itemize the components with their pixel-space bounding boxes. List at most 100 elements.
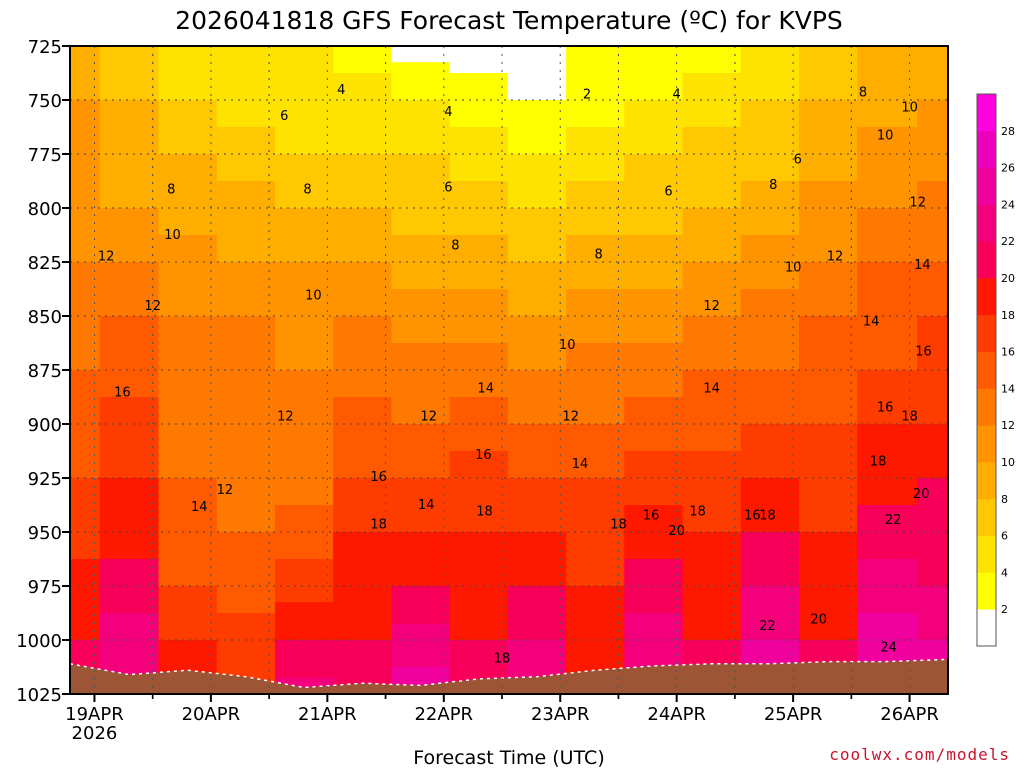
temperature-cell (566, 78, 625, 85)
temperature-cell (682, 499, 742, 506)
temperature-cell (216, 661, 276, 668)
colorbar-label: 12 (1001, 419, 1015, 432)
temperature-cell (158, 375, 218, 382)
temperature-cell (798, 440, 858, 447)
temperature-cell (70, 559, 101, 565)
temperature-cell (682, 656, 742, 663)
temperature-cell (682, 407, 742, 414)
temperature-cell (391, 424, 451, 430)
temperature-cell (158, 596, 218, 603)
temperature-cell (391, 305, 451, 312)
temperature-cell (798, 580, 858, 587)
temperature-cell (857, 634, 918, 641)
temperature-cell (216, 278, 276, 285)
temperature-cell (682, 78, 742, 85)
temperature-cell (624, 294, 684, 301)
temperature-cell (917, 607, 949, 614)
temperature-cell (857, 121, 918, 128)
colorbar-label: 16 (1001, 346, 1015, 359)
temperature-cell (682, 110, 742, 117)
temperature-cell (917, 467, 949, 474)
x-tick-label: 22APR (414, 704, 473, 725)
temperature-cell (682, 505, 742, 511)
temperature-cell (158, 316, 218, 322)
temperature-cell (740, 440, 800, 447)
temperature-cell (682, 326, 742, 333)
y-tick-label: 775 (28, 145, 62, 166)
temperature-cell (740, 429, 800, 436)
temperature-cell (857, 83, 918, 90)
temperature-cell (917, 229, 949, 236)
temperature-cell (391, 278, 451, 285)
temperature-cell (333, 575, 392, 582)
temperature-cell (158, 251, 218, 258)
temperature-cell (798, 154, 858, 160)
temperature-cell (333, 191, 392, 198)
temperature-cell (740, 343, 800, 349)
temperature-cell (857, 596, 918, 603)
temperature-cell (216, 224, 276, 231)
temperature-cell (216, 488, 276, 495)
temperature-cell (449, 191, 509, 198)
temperature-cell (70, 181, 101, 187)
temperature-cell (216, 596, 276, 603)
temperature-cell (274, 256, 334, 263)
temperature-cell (333, 348, 392, 355)
temperature-cell (566, 62, 625, 69)
temperature-cell (391, 413, 451, 420)
temperature-cell (507, 213, 567, 220)
temperature-cell (566, 413, 625, 420)
temperature-cell (274, 164, 334, 171)
temperature-cell (624, 56, 684, 63)
temperature-cell (274, 353, 334, 360)
temperature-cell (682, 483, 742, 490)
temperature-cell (333, 310, 392, 317)
temperature-cell (857, 359, 918, 366)
temperature-cell (158, 532, 218, 538)
temperature-cell (507, 46, 567, 52)
temperature-cell (274, 56, 334, 63)
temperature-cell (566, 310, 625, 317)
temperature-cell (274, 202, 334, 209)
temperature-cell (682, 267, 742, 274)
temperature-cell (507, 208, 567, 214)
temperature-cell (857, 526, 918, 533)
colorbar-label: 20 (1001, 272, 1015, 285)
temperature-cell (274, 67, 334, 74)
temperature-cell (798, 564, 858, 571)
temperature-cell (391, 672, 451, 679)
temperature-cell (216, 375, 276, 382)
temperature-cell (624, 256, 684, 263)
temperature-cell (333, 661, 392, 668)
temperature-cell (917, 564, 949, 571)
temperature-cell (740, 278, 800, 285)
temperature-cell (333, 202, 392, 209)
temperature-cell (798, 364, 858, 371)
temperature-cell (740, 116, 800, 123)
temperature-cell (99, 348, 160, 355)
temperature-cell (391, 94, 451, 101)
temperature-cell (740, 499, 800, 506)
temperature-cell (449, 272, 509, 279)
temperature-cell (158, 467, 218, 474)
temperature-cell (917, 67, 949, 74)
temperature-cell (740, 472, 800, 479)
contour-label: 18 (610, 517, 627, 532)
temperature-cell (70, 407, 101, 414)
temperature-cell (682, 164, 742, 171)
temperature-cell (391, 602, 451, 609)
contour-label: 16 (744, 509, 761, 524)
temperature-cell (507, 121, 567, 128)
temperature-column (624, 46, 684, 695)
temperature-cell (158, 181, 218, 187)
temperature-cell (917, 386, 949, 393)
temperature-cell (158, 488, 218, 495)
temperature-cell (507, 402, 567, 409)
temperature-cell (507, 51, 567, 58)
temperature-cell (158, 418, 218, 425)
temperature-cell (798, 110, 858, 117)
temperature-cell (682, 175, 742, 182)
temperature-cell (216, 445, 276, 452)
temperature-cell (333, 272, 392, 279)
temperature-cell (333, 359, 392, 366)
